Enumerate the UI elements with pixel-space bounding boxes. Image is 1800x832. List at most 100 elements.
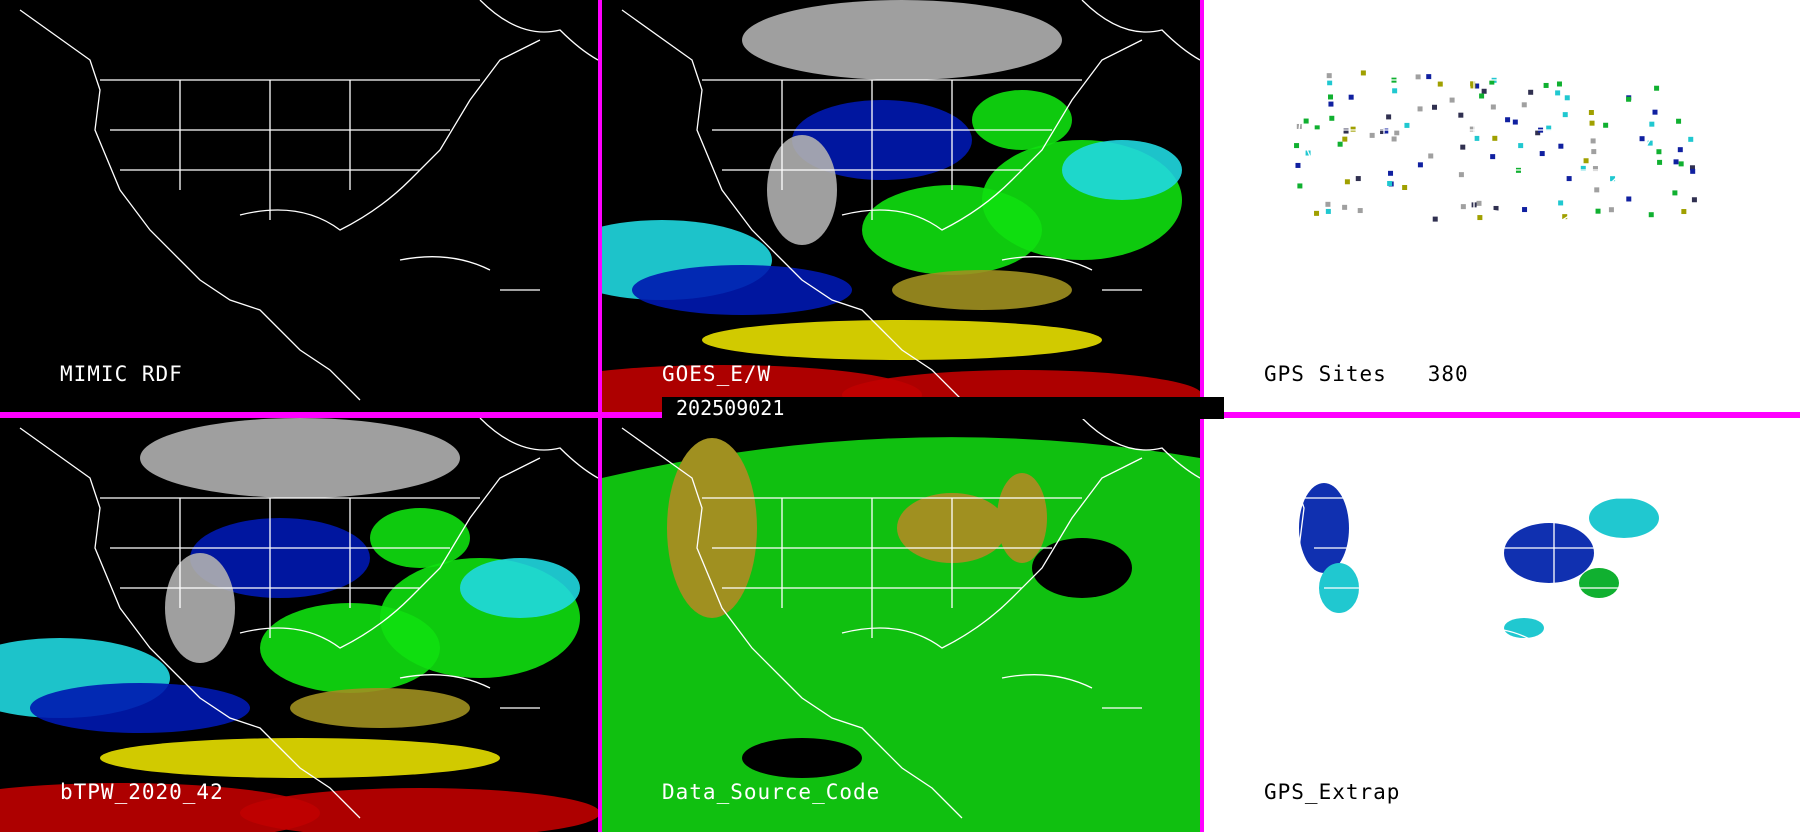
- gps-site-marker: [1325, 201, 1331, 207]
- gps-site-marker: [1404, 122, 1410, 128]
- gps-sites-label: GPS Sites: [1264, 362, 1387, 386]
- gps-site-marker: [1357, 208, 1363, 214]
- gps-site-marker: [1639, 136, 1645, 142]
- gps-site-marker: [1314, 125, 1320, 131]
- gps-site-marker: [1326, 73, 1332, 79]
- tpw-region-blue: [190, 518, 370, 598]
- gps-site-marker: [1314, 210, 1320, 216]
- tpw-region-red: [240, 788, 598, 832]
- gps-site-marker: [1558, 143, 1564, 149]
- gps-site-marker: [1350, 126, 1356, 132]
- gps-site-marker: [1415, 74, 1421, 80]
- gps-site-marker: [1394, 130, 1400, 136]
- panel-gps-extrap: GPS_Extrap: [1204, 418, 1800, 832]
- gps-site-marker: [1493, 205, 1499, 211]
- gps-sites-count: 380: [1427, 362, 1469, 386]
- gps-site-marker: [1592, 166, 1598, 172]
- gps-site-marker: [1342, 136, 1348, 142]
- tpw-region-olive: [290, 688, 470, 728]
- gps-site-marker: [1656, 149, 1662, 155]
- gps-site-marker: [1591, 149, 1597, 155]
- gps-site-marker: [1325, 208, 1331, 214]
- gps-site-marker: [1348, 94, 1354, 100]
- gps-site-marker: [1522, 207, 1528, 213]
- gps-site-marker: [1657, 159, 1663, 165]
- gps-site-marker: [1690, 168, 1696, 174]
- gps-site-marker: [1386, 114, 1392, 120]
- gps-site-marker: [1539, 151, 1545, 157]
- panel-mimic-rdf: MIMIC RDF: [0, 0, 598, 412]
- gps-site-marker: [1521, 102, 1527, 108]
- tpw-region-gray: [742, 0, 1062, 80]
- gps-site-marker: [1490, 154, 1496, 160]
- tpw-region-green: [370, 508, 470, 568]
- gps-site-marker: [1590, 138, 1596, 144]
- gps-site-marker: [1649, 121, 1655, 127]
- gps-site-marker: [1688, 136, 1694, 142]
- gps-site-marker: [1546, 125, 1552, 131]
- gps-site-marker: [1417, 162, 1423, 168]
- gps-site-marker: [1476, 200, 1482, 206]
- gps-site-marker: [1681, 209, 1687, 215]
- gps-site-marker: [1626, 96, 1632, 102]
- gps-site-marker: [1469, 126, 1475, 132]
- gps-site-marker: [1595, 208, 1601, 214]
- gps-site-marker: [1555, 90, 1561, 96]
- gps-site-marker: [1297, 183, 1303, 189]
- gps-site-marker: [1402, 184, 1408, 190]
- gps-site-marker: [1383, 128, 1389, 134]
- gps-site-marker: [1432, 216, 1438, 222]
- gps-site-marker: [1608, 207, 1614, 213]
- gps-site-marker: [1678, 161, 1684, 167]
- gps-site-marker: [1528, 89, 1534, 95]
- gps-site-marker: [1543, 82, 1549, 88]
- gps-site-marker: [1458, 172, 1464, 178]
- gps-site-marker: [1603, 122, 1609, 128]
- gps-site-marker: [1562, 214, 1568, 220]
- gps-site-marker: [1652, 109, 1658, 115]
- tpw-region-cyan: [460, 558, 580, 618]
- gps-site-marker: [1343, 128, 1349, 134]
- panel-goes: GOES_E/W: [602, 0, 1200, 412]
- gps-site-marker: [1388, 170, 1394, 176]
- tpw-region-olive: [892, 270, 1072, 310]
- gps-site-marker: [1535, 130, 1541, 136]
- gps-site-marker: [1328, 101, 1334, 107]
- gps-site-marker: [1610, 176, 1616, 182]
- gps-site-marker: [1426, 74, 1432, 80]
- gps-site-marker: [1654, 85, 1660, 91]
- panel-label: GOES_E/W: [662, 362, 772, 386]
- gps-site-marker: [1380, 129, 1386, 135]
- tpw-region-blue: [632, 265, 852, 315]
- gps-site-marker: [1589, 120, 1595, 126]
- gps-site-marker: [1489, 79, 1495, 85]
- gps-site-marker: [1689, 165, 1695, 171]
- gps-site-marker: [1588, 110, 1594, 116]
- date-stamp: 202509021: [662, 397, 1224, 419]
- gps-site-marker: [1474, 83, 1480, 89]
- tpw-region-gray: [140, 418, 460, 498]
- gps-site-marker: [1428, 153, 1434, 159]
- panel-btpw: bTPW_2020_42: [0, 418, 598, 832]
- gps-site-marker: [1490, 104, 1496, 110]
- gps-site-marker: [1437, 81, 1443, 87]
- tpw-region-yellow: [100, 738, 500, 778]
- gps-site-marker: [1477, 215, 1483, 221]
- gps-site-marker: [1328, 94, 1334, 100]
- tpw-region-blue: [792, 100, 972, 180]
- panel-label: MIMIC RDF: [60, 362, 183, 386]
- gps-site-marker: [1562, 112, 1568, 118]
- gps-site-marker: [1417, 106, 1423, 112]
- gps-site-marker: [1474, 135, 1480, 141]
- tpw-region-red: [0, 783, 320, 832]
- tpw-field: [0, 418, 598, 832]
- gps-site-marker: [1342, 204, 1348, 210]
- panel-label: GPS Sites 380: [1264, 362, 1469, 386]
- tpw-region-green: [972, 90, 1072, 150]
- gps-site-marker: [1691, 197, 1697, 203]
- tpw-region-cyan: [1062, 140, 1182, 200]
- tpw-region-blue: [30, 683, 250, 733]
- gps-site-marker: [1481, 88, 1487, 94]
- gps-site-marker: [1392, 88, 1398, 94]
- gps-site-marker: [1626, 196, 1632, 202]
